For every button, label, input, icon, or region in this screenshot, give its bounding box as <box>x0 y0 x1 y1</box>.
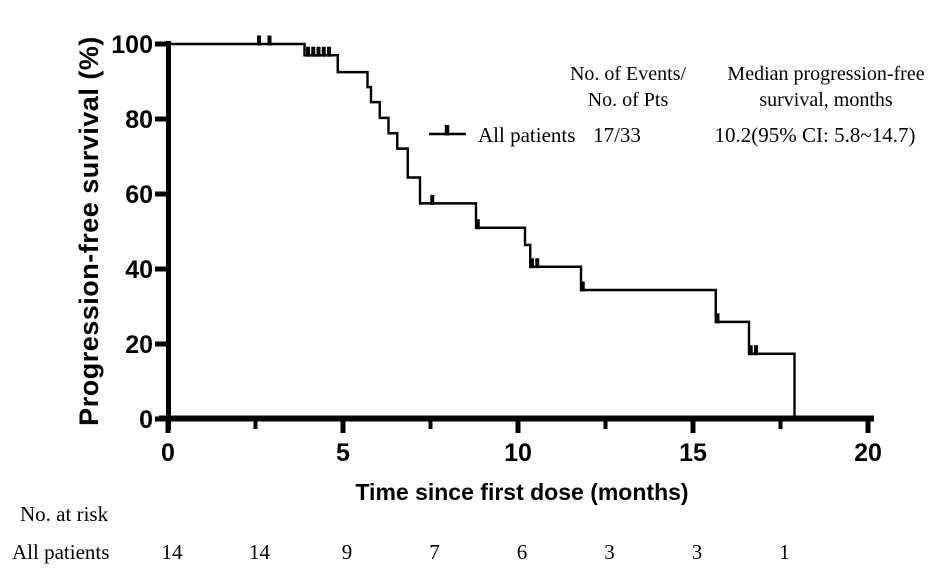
risk-table: No. at risk All patients 14 14 9 7 6 3 3 1 <box>12 502 790 564</box>
median-header-line2: survival, months <box>759 89 893 111</box>
risk-count: 6 <box>517 540 528 564</box>
risk-count: 3 <box>604 540 615 564</box>
legend-events-value: 17/33 <box>593 123 641 147</box>
y-tick-label: 20 <box>125 331 153 359</box>
risk-count: 14 <box>249 540 271 564</box>
risk-count: 7 <box>429 540 440 564</box>
x-axis-title: Time since first dose (months) <box>355 479 688 505</box>
y-tick-label: 60 <box>125 181 153 209</box>
risk-count: 9 <box>342 540 353 564</box>
risk-table-title: No. at risk <box>20 502 109 526</box>
median-header-line1: Median progression-free <box>727 63 924 85</box>
y-tick-label: 100 <box>111 31 153 59</box>
y-tick-label: 0 <box>139 406 153 434</box>
legend-series-label: All patients <box>478 123 575 147</box>
risk-values-row: 14 14 9 7 6 3 3 1 <box>162 540 790 564</box>
events-header-line1: No. of Events/ <box>570 63 687 85</box>
risk-count: 3 <box>692 540 703 564</box>
y-axis-title: Progression-free survival (%) <box>74 36 104 426</box>
y-tick-label: 80 <box>125 106 153 134</box>
x-tick-label: 10 <box>504 439 532 467</box>
legend-median-value: 10.2(95% CI: 5.8~14.7) <box>715 123 916 147</box>
y-tick-label: 40 <box>125 256 153 284</box>
x-tick-label: 5 <box>336 439 350 467</box>
km-step-path <box>168 42 796 419</box>
legend: No. of Events/ No. of Pts Median progres… <box>429 63 925 147</box>
survival-curve-all-patients <box>168 42 796 419</box>
x-tick-label: 0 <box>161 439 175 467</box>
axis-tick-labels: 0 20 40 60 80 100 0 5 10 15 20 <box>111 31 882 467</box>
x-tick-label: 15 <box>679 439 707 467</box>
risk-row-label: All patients <box>12 540 109 564</box>
axes <box>155 41 874 433</box>
x-tick-label: 20 <box>854 439 882 467</box>
risk-count: 1 <box>779 540 790 564</box>
censor-tick-marks <box>257 35 758 356</box>
events-header-line2: No. of Pts <box>588 89 669 111</box>
risk-count: 14 <box>162 540 184 564</box>
